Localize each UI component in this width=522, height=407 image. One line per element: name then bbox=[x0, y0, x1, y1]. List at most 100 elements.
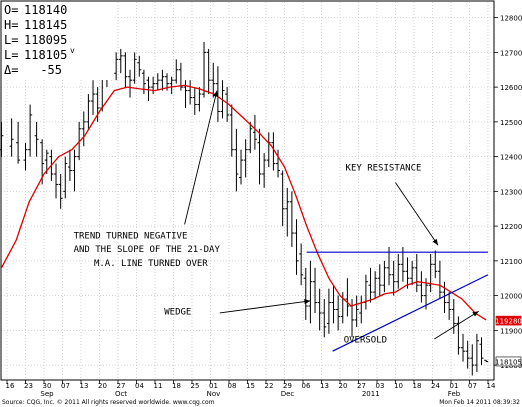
price-bar bbox=[474, 333, 479, 373]
resistance-arrow bbox=[395, 182, 439, 246]
price-bar bbox=[58, 173, 63, 209]
footer-copyright: Source: CQG, Inc. © 2011 All rights rese… bbox=[2, 399, 215, 406]
oversold-arrow-head bbox=[472, 311, 479, 317]
trendlines bbox=[306, 251, 489, 352]
x-tick-label: 08 bbox=[228, 382, 237, 390]
price-bar bbox=[257, 128, 262, 185]
price-bar bbox=[202, 41, 207, 98]
price-bar bbox=[262, 153, 267, 188]
moving-average-line bbox=[0, 84, 487, 321]
x-tick-label: 01 bbox=[450, 382, 459, 390]
price-bar bbox=[95, 87, 100, 122]
price-bar bbox=[192, 87, 197, 115]
x-tick-label: 03 bbox=[376, 382, 385, 390]
price-bar bbox=[276, 149, 281, 178]
x-month-label: Dec bbox=[281, 390, 295, 398]
price-bar bbox=[225, 87, 230, 122]
price-bar bbox=[451, 299, 456, 334]
price-bar bbox=[410, 260, 415, 286]
price-bar bbox=[28, 104, 33, 157]
quote-last-suffix: v bbox=[70, 46, 75, 55]
resistance-arrow-head bbox=[432, 238, 439, 246]
price-bar bbox=[252, 114, 257, 150]
x-tick-label: 27 bbox=[117, 382, 126, 390]
price-bar bbox=[299, 243, 304, 286]
annotation-label: AND THE SLOPE OF THE 21-DAY bbox=[74, 245, 221, 255]
annotation-label: M.A. LINE TURNED OVER bbox=[94, 259, 208, 269]
y-tick-label: 121000 bbox=[500, 258, 522, 266]
x-month-label: Sep bbox=[40, 390, 54, 398]
price-bar bbox=[34, 121, 39, 157]
last-price-tag: 118105 bbox=[495, 356, 522, 367]
x-tick-label: 06 bbox=[302, 382, 311, 390]
quote-high-key: H= bbox=[4, 18, 18, 32]
price-bar bbox=[354, 295, 359, 327]
x-tick-label: 18 bbox=[413, 382, 422, 390]
quote-box bbox=[2, 2, 114, 80]
x-tick-label: 11 bbox=[154, 382, 163, 390]
annotation-label: WEDGE bbox=[164, 308, 191, 318]
price-bar bbox=[169, 76, 174, 95]
last-price-tag: 119280 bbox=[495, 315, 522, 325]
price-bar bbox=[211, 62, 216, 98]
y-tick-label: 125000 bbox=[500, 119, 522, 127]
price-bar bbox=[188, 80, 193, 105]
x-tick-label: 14 bbox=[487, 382, 496, 390]
price-bar bbox=[0, 121, 4, 157]
price-bar bbox=[86, 94, 91, 129]
quote-readout: O= 118140 H= 118145 L= 118095 L= 118105 … bbox=[2, 2, 114, 80]
quote-open-key: O= bbox=[4, 3, 18, 17]
price-bar bbox=[16, 121, 21, 164]
last-price-tag-box bbox=[495, 356, 522, 367]
price-bar bbox=[470, 344, 475, 376]
trend-arrow-head bbox=[213, 90, 218, 98]
price-bar bbox=[303, 267, 308, 320]
quote-low-key: L= bbox=[4, 33, 18, 47]
price-bar bbox=[9, 118, 14, 157]
price-bar bbox=[128, 69, 133, 98]
price-bar bbox=[114, 52, 119, 81]
annotation-arrows bbox=[184, 90, 479, 340]
last-price-tag-label: 118105 bbox=[495, 358, 522, 366]
x-tick-label: 13 bbox=[320, 382, 329, 390]
annotation-label: TREND TURNED NEGATIVE bbox=[74, 231, 188, 241]
price-bar bbox=[72, 149, 77, 192]
quote-low-value: 118095 bbox=[24, 33, 67, 47]
price-bar bbox=[183, 80, 188, 108]
price-bar bbox=[123, 52, 128, 88]
y-tick-label: 120000 bbox=[500, 293, 522, 301]
price-bar bbox=[419, 271, 424, 303]
moving-average bbox=[0, 84, 487, 321]
quote-open-value: 118140 bbox=[24, 3, 67, 17]
quote-last-key: L= bbox=[4, 48, 18, 62]
annotation-label: KEY RESISTANCE bbox=[346, 164, 422, 174]
price-bar bbox=[285, 187, 290, 237]
last-price-tags: 119280 118105 bbox=[495, 315, 522, 367]
price-bar bbox=[239, 149, 244, 185]
price-bar bbox=[479, 337, 484, 366]
price-bar bbox=[54, 163, 59, 199]
price-bar bbox=[23, 142, 28, 171]
price-bar bbox=[137, 55, 142, 77]
price-bar bbox=[377, 264, 382, 296]
quote-change-key: Δ= bbox=[4, 63, 18, 77]
price-bar bbox=[151, 76, 156, 95]
price-bar bbox=[396, 253, 401, 289]
price-bar bbox=[313, 267, 318, 313]
price-bar bbox=[387, 246, 392, 286]
x-tick-label: 25 bbox=[191, 382, 200, 390]
y-tick-label: 123000 bbox=[500, 188, 522, 196]
price-bar bbox=[317, 288, 322, 331]
wedge-arrow bbox=[219, 300, 311, 314]
price-bar bbox=[63, 156, 68, 199]
price-bar bbox=[368, 267, 373, 303]
oversold-arrow bbox=[434, 310, 479, 340]
x-tick-label: 27 bbox=[357, 382, 366, 390]
annotation-label: OVERSOLD bbox=[344, 336, 387, 346]
price-bar bbox=[405, 257, 410, 289]
price-bar bbox=[391, 260, 396, 296]
x-tick-label: 04 bbox=[135, 382, 144, 390]
price-bar bbox=[215, 66, 220, 122]
x-tick-label: 22 bbox=[265, 382, 274, 390]
